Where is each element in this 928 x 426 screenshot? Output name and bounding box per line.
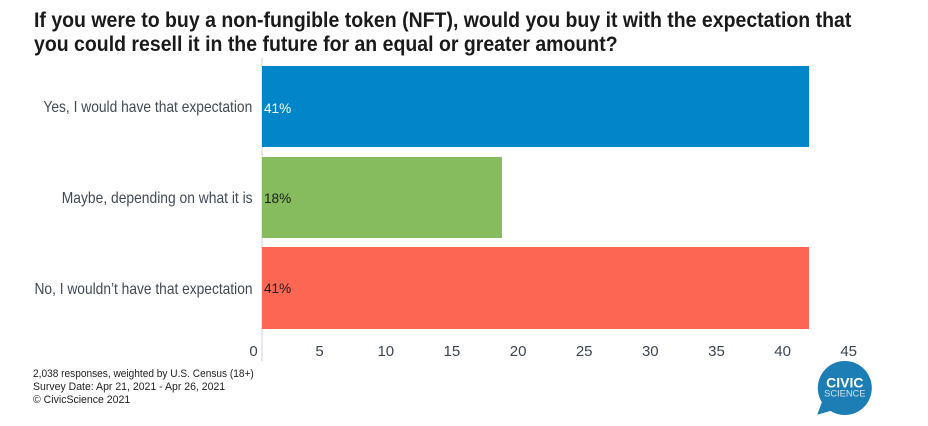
svg-text:SCIENCE: SCIENCE (824, 389, 865, 399)
svg-text:CIVIC: CIVIC (826, 375, 863, 391)
